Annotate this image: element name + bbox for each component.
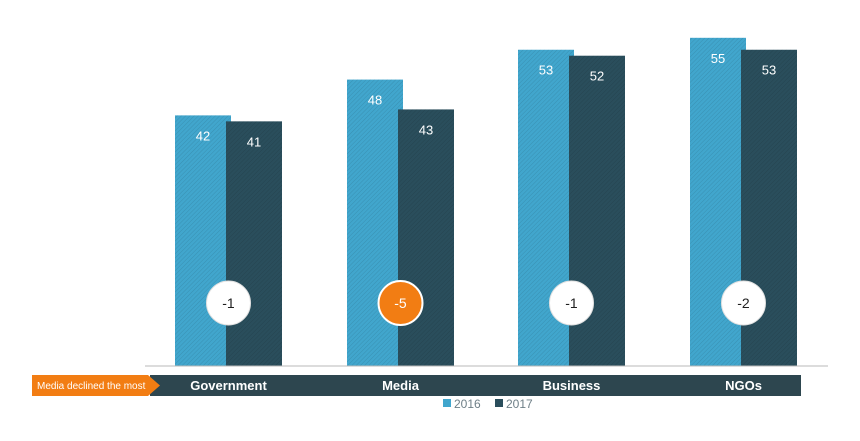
- legend-label: 2017: [506, 397, 533, 411]
- category-label: Government: [190, 378, 267, 393]
- change-label: -5: [394, 295, 407, 311]
- category-label: Media: [382, 378, 420, 393]
- change-circle: [549, 280, 594, 326]
- change-circle: [721, 280, 766, 326]
- data-label: 48: [368, 93, 382, 108]
- data-label: 43: [419, 122, 433, 137]
- data-label: 53: [539, 63, 553, 78]
- data-label: 53: [762, 63, 776, 78]
- change-circle: [206, 280, 251, 326]
- category-labels: Government Media Business NGOs: [190, 378, 762, 393]
- legend: 2016 2017: [443, 397, 533, 411]
- change-label: -2: [737, 295, 750, 311]
- data-label: 55: [711, 51, 725, 66]
- category-band: [150, 375, 801, 396]
- category-label: Business: [543, 378, 601, 393]
- bars-layer: 42 41 48 43 53 52 55 53: [175, 37, 797, 367]
- callout-text: Media declined the most: [37, 381, 146, 392]
- legend-swatch: [443, 399, 451, 407]
- data-label: 42: [196, 128, 210, 143]
- change-circle: [377, 280, 424, 326]
- bar-texture: [398, 109, 454, 366]
- data-label: 52: [590, 69, 604, 84]
- bar-texture: [226, 121, 282, 366]
- legend-label: 2016: [454, 397, 481, 411]
- change-label: -1: [565, 295, 578, 311]
- data-label: 41: [247, 134, 261, 149]
- change-markers: -1 -5 -1 -2: [206, 280, 766, 326]
- legend-swatch: [495, 399, 503, 407]
- callout-arrow: Media declined the most: [32, 375, 160, 396]
- change-label: -1: [222, 295, 235, 311]
- bar-texture: [175, 115, 231, 366]
- category-label: NGOs: [725, 378, 762, 393]
